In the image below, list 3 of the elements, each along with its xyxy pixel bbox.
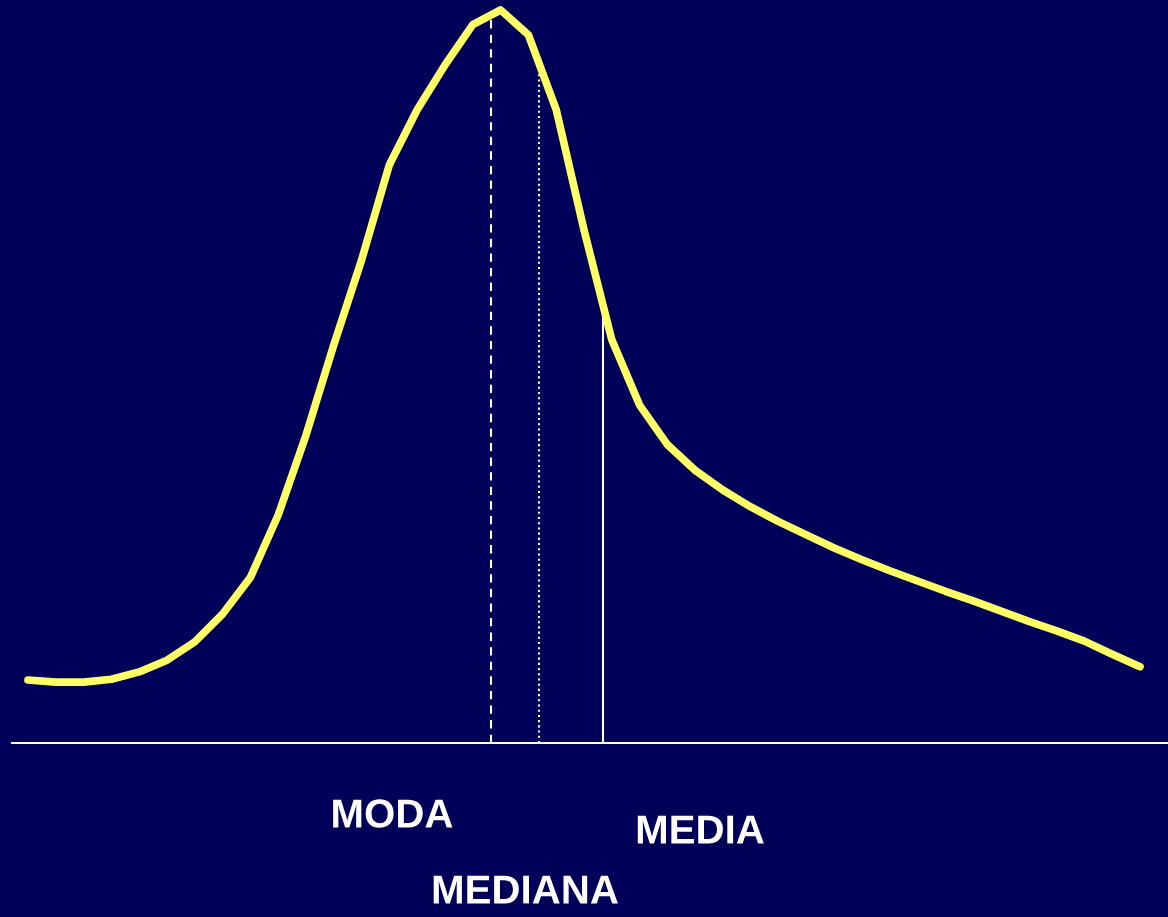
text: MEDIANA — [433, 875, 618, 904]
text: MODA — [333, 799, 453, 828]
text: MEDIA — [637, 815, 764, 844]
